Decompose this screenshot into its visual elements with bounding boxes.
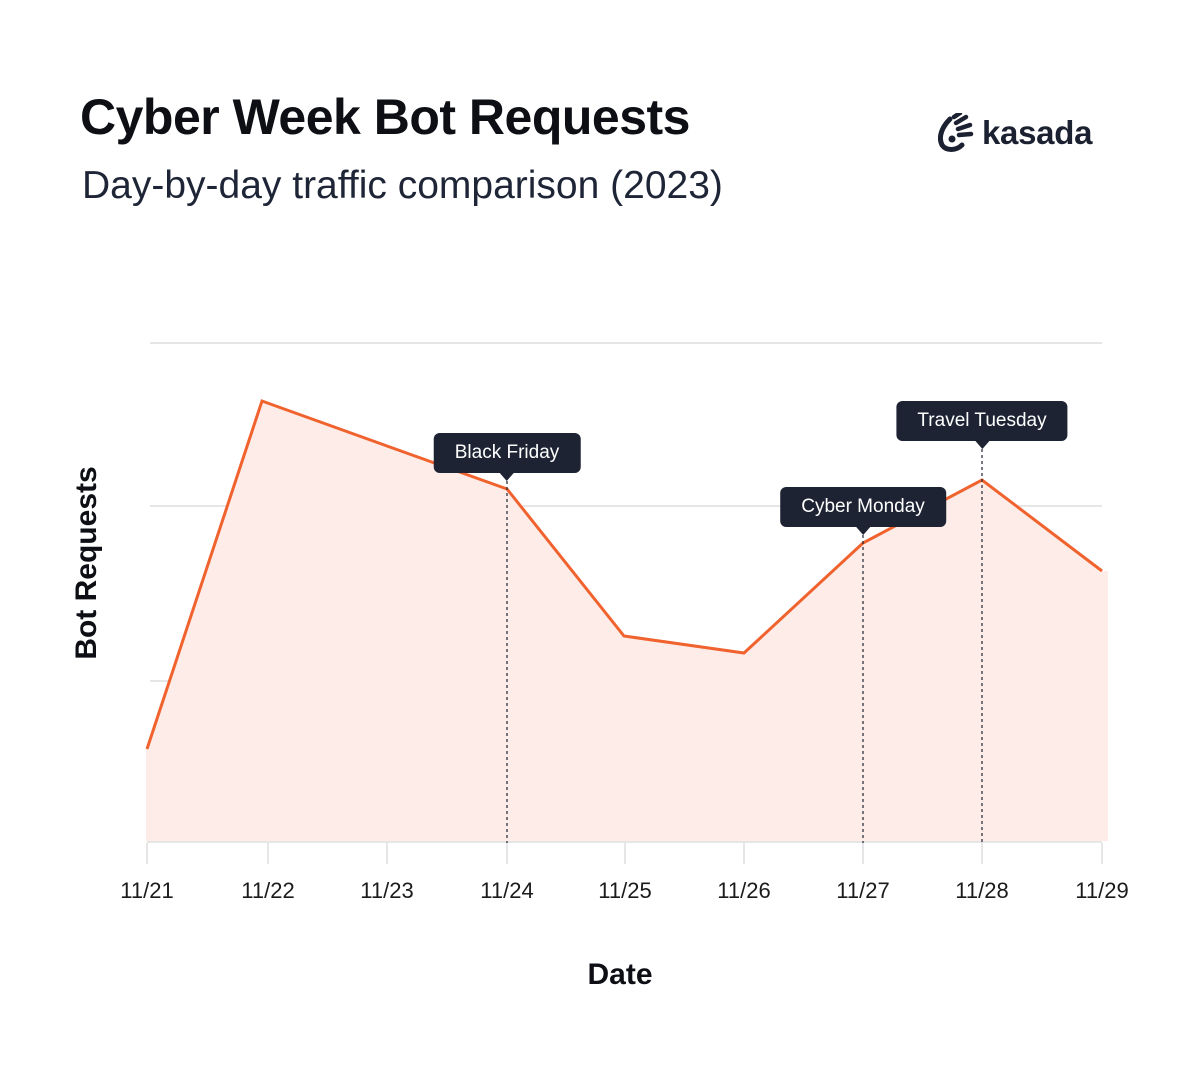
x-axis-label: Date — [587, 958, 653, 991]
y-axis-label: Bot Requests — [70, 466, 103, 660]
annotation-callout: Travel Tuesday — [896, 401, 1068, 449]
annotation-callout: Black Friday — [433, 433, 581, 481]
annotation-guides — [506, 449, 983, 843]
x-tick-label: 11/26 — [717, 878, 771, 903]
x-tick-label: 11/21 — [120, 878, 174, 903]
x-tick-label: 11/22 — [241, 878, 295, 903]
x-tick-label: 11/25 — [598, 878, 652, 903]
kasada-hand-icon — [938, 113, 974, 152]
annotation-callout: Cyber Monday — [780, 487, 946, 535]
logo-text: kasada — [982, 114, 1093, 151]
x-tick-label: 11/28 — [955, 878, 1009, 903]
x-tick-label: 11/27 — [836, 878, 890, 903]
x-tick-label: 11/23 — [360, 878, 414, 903]
x-tick-label: 11/24 — [480, 878, 534, 903]
kasada-logo: kasada — [938, 113, 1092, 153]
chart-title: Cyber Week Bot Requests — [80, 89, 690, 145]
chart-subtitle: Day-by-day traffic comparison (2023) — [82, 164, 723, 207]
x-tick-label: 11/29 — [1075, 878, 1129, 903]
area-fill — [146, 401, 1108, 841]
x-axis-ticks — [146, 843, 1103, 864]
